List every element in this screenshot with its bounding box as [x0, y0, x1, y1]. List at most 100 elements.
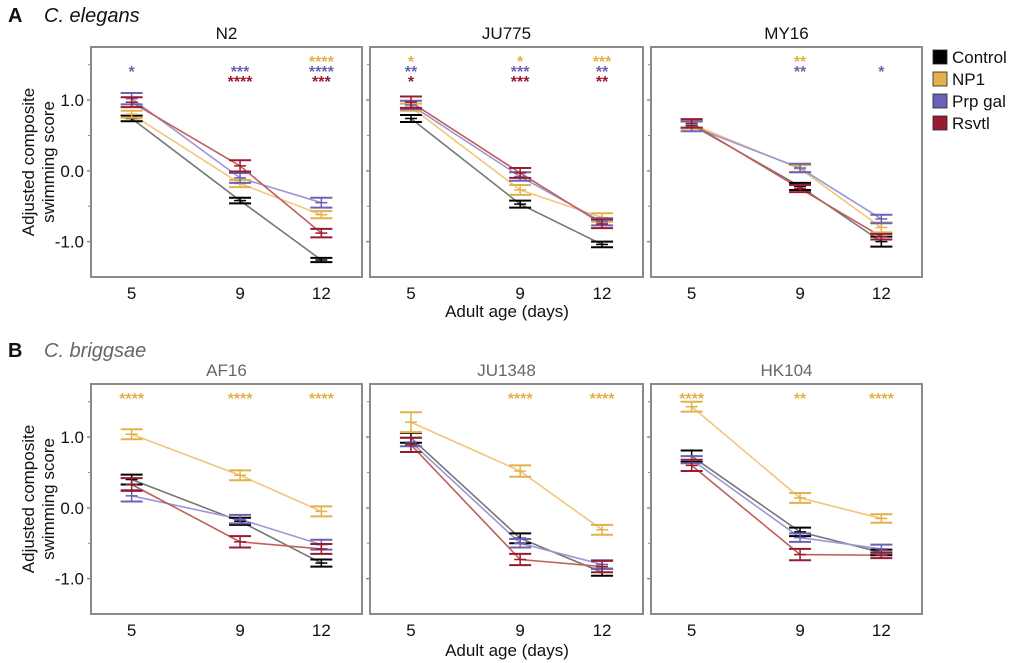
error-bar-rsvtl	[509, 167, 532, 179]
series-line-rsvtl	[410, 101, 603, 225]
error-bar-prp-gal	[789, 532, 812, 543]
significance-stars: **	[794, 64, 807, 81]
legend-item-rsvtl: Rsvtl	[932, 114, 990, 133]
error-bar-rsvtl	[120, 96, 143, 109]
error-bar-control	[310, 558, 333, 568]
legend-label: Rsvtl	[952, 114, 990, 133]
significance-stars: *	[408, 74, 415, 91]
legend-item-control: Control	[932, 48, 1007, 67]
series-line-prp-gal	[691, 459, 882, 550]
legend-label: Control	[952, 48, 1007, 67]
plot-frame	[90, 383, 363, 615]
y-axis-label-line2: swimming score	[39, 438, 58, 560]
error-bar-rsvtl	[310, 542, 333, 555]
y-tick-label: 0.0	[60, 499, 84, 518]
y-axis-label-b: Adjusted composite swimming score	[19, 425, 58, 573]
x-tick-label: 9	[235, 621, 244, 640]
section-b-header: B C. briggsae	[8, 340, 146, 362]
significance-stars: ****	[228, 391, 254, 408]
error-bar-control	[509, 199, 532, 209]
x-tick-label: 9	[795, 621, 804, 640]
x-tick-label: 5	[687, 284, 696, 303]
error-bar-rsvtl	[870, 551, 893, 560]
x-axis-label-a: Adult age (days)	[445, 302, 569, 321]
x-tick-label: 5	[687, 621, 696, 640]
error-bar-prp-gal	[789, 162, 812, 174]
error-bar-np1	[509, 464, 532, 478]
x-tick-label: 9	[795, 284, 804, 303]
y-axis-label-line2: swimming score	[39, 101, 58, 223]
error-bar-np1	[310, 210, 333, 220]
error-bar-np1	[120, 428, 143, 441]
legend-swatch	[932, 93, 948, 109]
error-bar-prp-gal	[229, 171, 252, 184]
x-tick-label: 12	[593, 621, 612, 640]
error-bar-control	[229, 196, 252, 205]
series-line-control	[691, 455, 882, 554]
legend-item-prp-gal: Prp gal	[932, 92, 1006, 111]
series-line-control	[131, 117, 322, 261]
section-a-label: A	[8, 5, 22, 27]
error-bar-np1	[229, 469, 252, 482]
legend-label: NP1	[952, 70, 985, 89]
error-bar-np1	[399, 411, 422, 434]
panels: N21.00.0-1.05 9 12* ******************JU775…	[55, 24, 923, 640]
significance-stars: ***	[511, 64, 530, 81]
error-bar-control	[310, 256, 333, 264]
series-line-rsvtl	[691, 464, 882, 557]
error-bar-rsvtl	[120, 477, 143, 492]
error-bar-rsvtl	[870, 232, 893, 241]
error-bar-rsvtl	[680, 458, 703, 473]
significance-stars: **	[405, 64, 418, 81]
error-bar-rsvtl	[680, 118, 703, 129]
significance-stars: **	[596, 74, 609, 91]
error-bar-rsvtl	[229, 159, 252, 173]
error-bar-prp-gal	[870, 213, 893, 225]
series-line-control	[410, 117, 603, 246]
panel-title: MY16	[764, 24, 808, 43]
series-line-control	[131, 478, 322, 564]
significance-stars: ****	[508, 391, 534, 408]
x-tick-label: 5	[406, 284, 415, 303]
legend-swatch	[932, 115, 948, 131]
x-tick-label: 12	[872, 284, 891, 303]
error-bar-np1	[789, 491, 812, 504]
panel-title: N2	[216, 24, 238, 43]
y-tick-label: 1.0	[60, 91, 84, 110]
error-bar-rsvtl	[310, 227, 333, 239]
error-bar-control	[591, 240, 614, 249]
significance-stars: ***	[593, 54, 612, 71]
significance-stars: **	[794, 54, 807, 71]
x-tick-label: 12	[593, 284, 612, 303]
error-bar-np1	[310, 505, 333, 518]
x-tick-label: 12	[312, 621, 331, 640]
plot-frame	[650, 383, 923, 615]
legend-item-np1: NP1	[932, 70, 985, 89]
y-tick-label: 0.0	[60, 162, 84, 181]
significance-stars: *	[878, 64, 885, 81]
error-bar-rsvtl	[399, 436, 422, 453]
series-line-np1	[691, 406, 882, 520]
y-axis-label-line1: Adjusted composite	[19, 425, 38, 573]
panel-title: HK104	[761, 361, 813, 380]
panel-n2: N21.00.0-1.05 9 12* ******************	[55, 24, 363, 303]
plot-frame	[369, 383, 644, 615]
error-bar-np1	[680, 400, 703, 413]
plot-frame	[90, 46, 363, 278]
x-tick-label: 9	[235, 284, 244, 303]
legend-swatch	[932, 71, 948, 87]
panel-title: AF16	[206, 361, 247, 380]
error-bar-rsvtl	[789, 547, 812, 562]
panel-title: JU775	[482, 24, 531, 43]
legend: Control NP1 Prp gal Rsvtl	[932, 48, 1007, 133]
series-line-np1	[131, 113, 322, 216]
x-tick-label: 5	[406, 621, 415, 640]
section-a-header: A C. elegans	[8, 5, 140, 27]
significance-stars: ****	[309, 64, 335, 81]
series-line-rsvtl	[691, 122, 882, 238]
error-bar-rsvtl	[399, 95, 422, 109]
legend-swatch	[932, 49, 948, 65]
